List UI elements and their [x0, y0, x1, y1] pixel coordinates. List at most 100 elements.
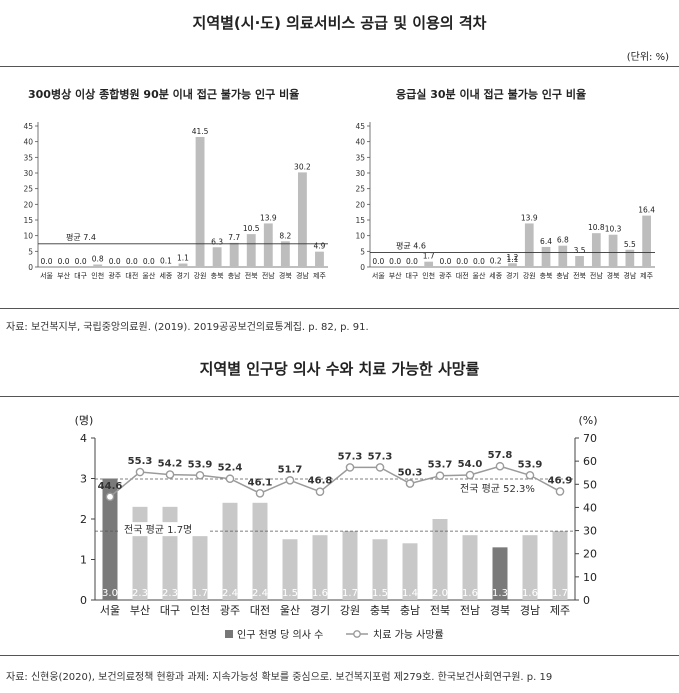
mortality-data-label: 55.3 — [128, 456, 153, 467]
hospital-x-tick-label: 경북 — [279, 271, 292, 280]
emergency-x-tick-label: 광주 — [439, 272, 452, 280]
hospital-x-tick-label: 대전 — [125, 271, 138, 280]
emergency-bar — [608, 234, 618, 267]
doctor-bar — [192, 531, 208, 600]
doctor-bar — [432, 519, 448, 600]
hospital-bar — [178, 263, 188, 267]
emergency-x-tick-label: 전남 — [590, 271, 603, 280]
mortality-data-label: 44.6 — [98, 481, 123, 492]
mortality-data-label: 57.8 — [488, 450, 513, 461]
x-tick-label: 광주 — [220, 604, 240, 617]
hospital-data-label: 0.1 — [160, 257, 172, 266]
x-tick-label: 충남 — [400, 604, 420, 617]
mortality-point — [285, 476, 295, 485]
emergency-y-tick-label: 40 — [355, 138, 365, 147]
hospital-x-tick-label: 세종 — [159, 271, 172, 280]
emergency-y-tick-label: 35 — [355, 153, 365, 162]
emergency-y-tick-label: 10 — [355, 232, 365, 241]
hospital-x-tick-label: 전북 — [245, 271, 258, 280]
bottom-divider — [0, 655, 679, 656]
hospital-x-tick-label: 경남 — [296, 271, 309, 280]
right-y-tick-label: 30 — [583, 525, 597, 538]
mid-divider — [0, 308, 679, 309]
doctor-bar-label: 2.3 — [162, 588, 178, 599]
main-title: 지역별(시·도) 의료서비스 공급 및 이용의 격차 — [192, 14, 487, 32]
mortality-data-label: 53.7 — [428, 460, 453, 471]
left-y-tick-label: 0 — [80, 594, 87, 607]
doctor-bar-label: 1.6 — [312, 588, 328, 599]
hospital-data-label: 8.2 — [279, 231, 291, 240]
source-note-1: 자료: 보건복지부, 국립중앙의료원. (2019). 2019공공보건의료통계… — [6, 322, 369, 333]
hospital-bar — [93, 264, 103, 267]
unit-note: (단위: %) — [626, 52, 669, 63]
x-tick-label: 전남 — [460, 604, 480, 617]
doctor-bar — [162, 506, 178, 600]
hospital-x-tick-label: 충남 — [228, 271, 241, 280]
mortality-data-label: 52.4 — [218, 463, 243, 474]
hospital-bar — [297, 172, 307, 267]
emergency-data-label: 6.8 — [557, 236, 569, 245]
doctor-bar-label: 3.0 — [102, 588, 118, 599]
doctor-bar — [402, 543, 418, 600]
emergency-bar — [575, 256, 584, 267]
emergency-bar — [642, 215, 651, 267]
doctor-bar-label: 1.7 — [192, 588, 208, 599]
emergency-x-tick-label: 울산 — [473, 271, 486, 280]
left-y-tick-label: 4 — [80, 432, 87, 445]
doctor-bar-label: 2.4 — [222, 588, 238, 599]
emergency-extra-label: 1.1 — [507, 255, 519, 264]
hospital-x-tick-label: 강원 — [194, 271, 207, 280]
second-top-divider — [0, 396, 679, 397]
emergency-x-tick-label: 충남 — [556, 271, 569, 280]
emergency-data-label: 3.5 — [574, 246, 586, 255]
hospital-data-label: 4.9 — [314, 242, 326, 251]
emergency-title: 응급실 30분 이내 접근 불가능 인구 비율 — [396, 87, 586, 101]
chart-doctors-mortality: (명) (%)012340102030405060703.0서울2.3부산2.3대… — [75, 414, 598, 641]
hospital-data-label: 0.0 — [109, 257, 121, 266]
hospital-bar — [195, 136, 205, 267]
mortality-point — [405, 479, 415, 488]
emergency-data-label: 0.0 — [406, 257, 418, 266]
emergency-y-tick-label: 20 — [355, 200, 365, 209]
x-tick-label: 제주 — [550, 604, 570, 617]
doctor-bar-label: 2.3 — [132, 588, 148, 599]
right-y-tick-label: 50 — [583, 478, 597, 491]
mortality-line — [109, 465, 561, 498]
hospital-bar — [280, 241, 290, 267]
emergency-x-tick-label: 서울 — [372, 271, 385, 280]
emergency-x-tick-label: 강원 — [523, 271, 536, 280]
right-y-tick-label: 20 — [583, 548, 597, 561]
emergency-x-tick-label: 충북 — [540, 271, 553, 280]
doctor-bar — [282, 539, 298, 600]
emergency-bar — [558, 245, 568, 267]
hospital-data-label: 0.0 — [58, 257, 70, 266]
emergency-bar — [524, 223, 534, 267]
doctor-bar — [102, 478, 118, 600]
x-tick-label: 울산 — [280, 604, 300, 617]
hospital-x-tick-label: 울산 — [142, 271, 155, 280]
hospital-y-tick-label: 15 — [23, 216, 33, 225]
hospital-y-tick-label: 40 — [23, 138, 33, 147]
hospital-bar — [246, 234, 256, 267]
mortality-data-label: 57.3 — [368, 451, 393, 462]
x-tick-label: 경기 — [310, 604, 330, 617]
hospital-x-tick-label: 서울 — [40, 271, 53, 280]
hospital-data-label: 7.7 — [228, 233, 240, 242]
emergency-data-label: 10.3 — [605, 225, 622, 234]
emergency-x-tick-label: 인천 — [422, 271, 435, 280]
emergency-x-tick-label: 제주 — [640, 272, 653, 280]
hospital-x-tick-label: 부산 — [57, 271, 70, 280]
mortality-data-label: 46.9 — [548, 475, 573, 486]
emergency-bar — [625, 249, 635, 267]
mortality-data-label: 57.3 — [338, 451, 363, 462]
doctor-bar — [522, 535, 538, 600]
doctor-bar-label: 2.0 — [432, 588, 448, 599]
hospital-data-label: 41.5 — [192, 127, 209, 136]
emergency-x-tick-label: 전북 — [573, 271, 586, 280]
x-tick-label: 대전 — [250, 604, 270, 617]
mortality-data-label: 46.1 — [248, 477, 273, 488]
doctor-bar — [222, 502, 238, 600]
emergency-data-label: 0.0 — [456, 257, 468, 266]
hospital-y-tick-label: 45 — [23, 122, 33, 131]
avg-doctors-label: 전국 평균 1.7명 — [124, 524, 192, 536]
